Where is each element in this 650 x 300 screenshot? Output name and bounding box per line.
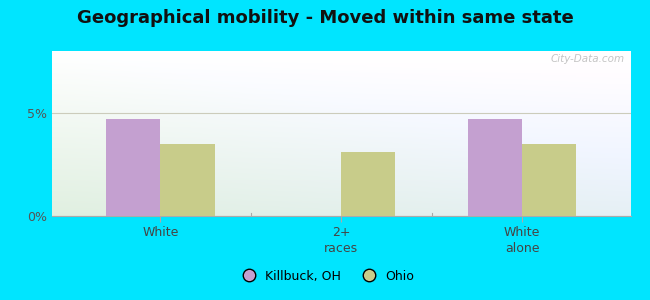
Bar	[522, 144, 577, 216]
Bar	[161, 144, 215, 216]
Text: Geographical mobility - Moved within same state: Geographical mobility - Moved within sam…	[77, 9, 573, 27]
Bar	[468, 119, 522, 216]
Text: City-Data.com: City-Data.com	[551, 54, 625, 64]
Bar	[341, 152, 395, 216]
Bar	[106, 119, 161, 216]
Legend: Killbuck, OH, Ohio: Killbuck, OH, Ohio	[231, 265, 419, 288]
